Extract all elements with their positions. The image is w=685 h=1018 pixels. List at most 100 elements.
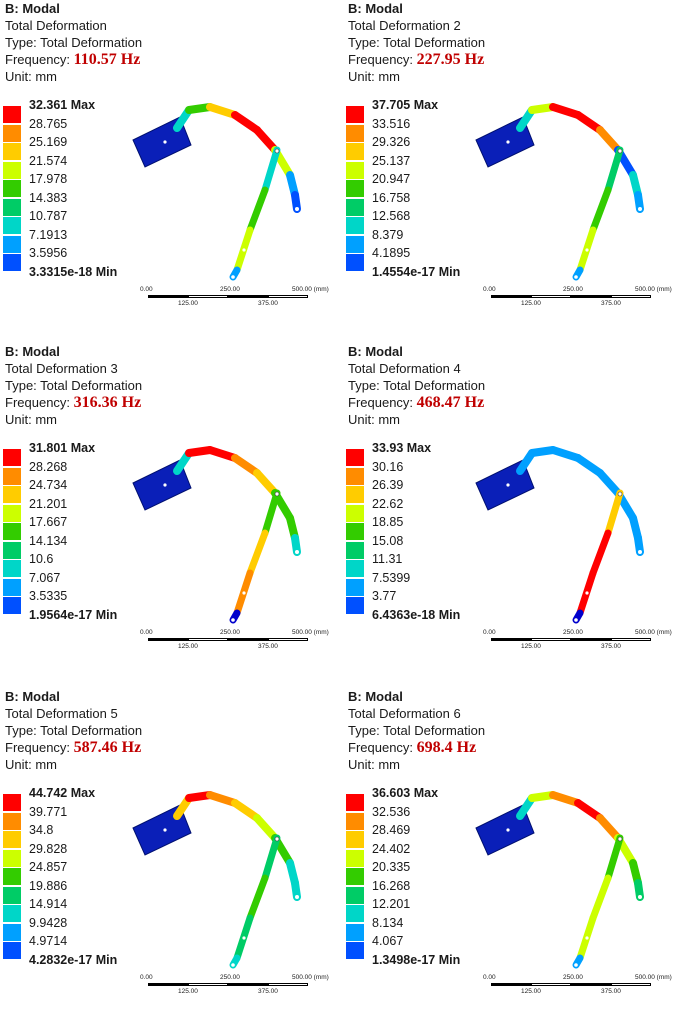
- analysis-title: B: Modal: [348, 689, 403, 704]
- legend-swatch: [346, 578, 364, 596]
- legend-swatch: [346, 923, 364, 941]
- link-segment: [604, 489, 624, 537]
- arm-end-hole: [295, 895, 299, 899]
- scale-label-0: 0.00: [140, 286, 153, 293]
- scale-segment: [148, 983, 188, 986]
- legend-swatch: [346, 198, 364, 216]
- legend-value: 33.516: [372, 116, 411, 131]
- legend-swatch: [346, 597, 364, 614]
- deformation-model: [475, 103, 644, 281]
- scale-label-125: 125.00: [521, 988, 541, 995]
- scale-label-0: 0.00: [483, 974, 496, 981]
- scale-label-250: 250.00: [563, 286, 583, 293]
- arm-segment: [253, 814, 279, 842]
- scale-label-500: 500.00 (mm): [635, 629, 672, 636]
- link-segment: [246, 529, 269, 577]
- unit-label: Unit: mm: [5, 69, 57, 84]
- deformation-model: [475, 446, 644, 624]
- scale-label-250: 250.00: [220, 286, 240, 293]
- arm-segment: [596, 469, 622, 497]
- frequency-value: 468.47 Hz: [416, 394, 485, 411]
- result-type: Type: Total Deformation: [5, 35, 143, 50]
- result-header: B: Modal Total Deformation 6 Type: Total D…: [348, 688, 485, 773]
- result-panel-5: B: Modal Total Deformation 5 Type: Total D…: [0, 688, 330, 1018]
- legend-swatch: [346, 504, 364, 522]
- legend-swatch: [3, 923, 21, 941]
- arm-segment: [574, 454, 604, 477]
- scale-label-375: 375.00: [601, 643, 621, 650]
- scale-label-375: 375.00: [258, 643, 278, 650]
- legend-swatch: [3, 254, 21, 271]
- legend-value: 3.5335: [29, 589, 68, 603]
- arm-segment: [231, 111, 261, 134]
- unit-label: Unit: mm: [348, 69, 400, 84]
- result-header: B: Modal Total Deformation 3 Type: Total D…: [5, 343, 142, 428]
- arm-segment: [634, 879, 644, 901]
- frequency-value: 698.4 Hz: [416, 739, 477, 756]
- legend-swatch: [3, 812, 21, 830]
- legend-swatch: [3, 560, 21, 577]
- legend-value: 34.8: [29, 823, 54, 837]
- link-hole: [242, 248, 246, 252]
- joint-pin: [274, 836, 280, 842]
- link-end-hole: [574, 618, 578, 622]
- legend-value: 7.1913: [29, 227, 68, 242]
- scale-segment: [188, 295, 228, 298]
- scale-label-500: 500.00 (mm): [635, 974, 672, 981]
- link-segment: [604, 834, 624, 882]
- unit-label: Unit: mm: [5, 757, 57, 772]
- scale-segment: [611, 983, 651, 986]
- arm-segment: [231, 454, 261, 477]
- scale-label-500: 500.00 (mm): [635, 286, 672, 293]
- result-name: Total Deformation 5: [5, 706, 118, 721]
- legend-min: 3.3315e-18 Min: [29, 264, 118, 279]
- legend-swatch: [346, 794, 364, 811]
- legend-swatch: [346, 180, 364, 197]
- result-name: Total Deformation 4: [348, 361, 461, 376]
- deformation-model: [475, 791, 644, 969]
- legend-value: 39.771: [29, 804, 68, 819]
- pin-hole: [163, 140, 167, 144]
- legend-min: 1.4554e-17 Min: [372, 264, 461, 279]
- legend-swatch: [346, 868, 364, 885]
- arm-segment: [206, 791, 239, 807]
- legend-swatch: [346, 254, 364, 271]
- legend-swatch: [346, 541, 364, 559]
- joint-pin: [617, 491, 623, 497]
- legend-value: 25.169: [29, 135, 68, 149]
- legend-swatch: [3, 541, 21, 559]
- legend-value: 3.77: [372, 589, 397, 603]
- result-type: Type: Total Deformation: [348, 35, 486, 50]
- legend-min: 1.3498e-17 Min: [372, 952, 461, 967]
- legend-value: 7.067: [29, 570, 61, 585]
- legend-value: 19.886: [29, 878, 68, 893]
- link-segment: [261, 489, 281, 537]
- legend-value: 20.335: [372, 860, 411, 874]
- arm-segment: [596, 126, 622, 154]
- result-name: Total Deformation: [5, 18, 107, 33]
- scale-label-250: 250.00: [563, 974, 583, 981]
- result-type: Type: Total Deformation: [5, 378, 143, 393]
- legend-value: 21.201: [29, 496, 68, 511]
- scale-label-0: 0.00: [140, 629, 153, 636]
- result-panel-4: B: Modal Total Deformation 4 Type: Total D…: [343, 343, 673, 673]
- link-hole: [585, 591, 589, 595]
- legend-swatch: [3, 143, 21, 160]
- legend-max: 36.603 Max: [372, 786, 439, 800]
- arm-segment: [291, 879, 301, 901]
- arm-segment: [253, 126, 279, 154]
- legend-value: 17.978: [29, 172, 68, 186]
- legend-swatch: [3, 504, 21, 522]
- link-end-hole: [231, 618, 235, 622]
- legend-max: 44.742 Max: [29, 786, 96, 800]
- legend-swatch: [346, 886, 364, 904]
- scale-label-125: 125.00: [178, 300, 198, 307]
- legend-value: 24.734: [29, 478, 68, 492]
- legend-swatch: [3, 868, 21, 885]
- legend-value: 4.1895: [372, 246, 411, 260]
- legend-swatch: [3, 523, 21, 540]
- result-header: B: Modal Total Deformation Type: Total Def…: [5, 0, 142, 85]
- arm-segment: [549, 103, 582, 119]
- legend-value: 8.379: [372, 227, 404, 242]
- scale-segment: [611, 295, 651, 298]
